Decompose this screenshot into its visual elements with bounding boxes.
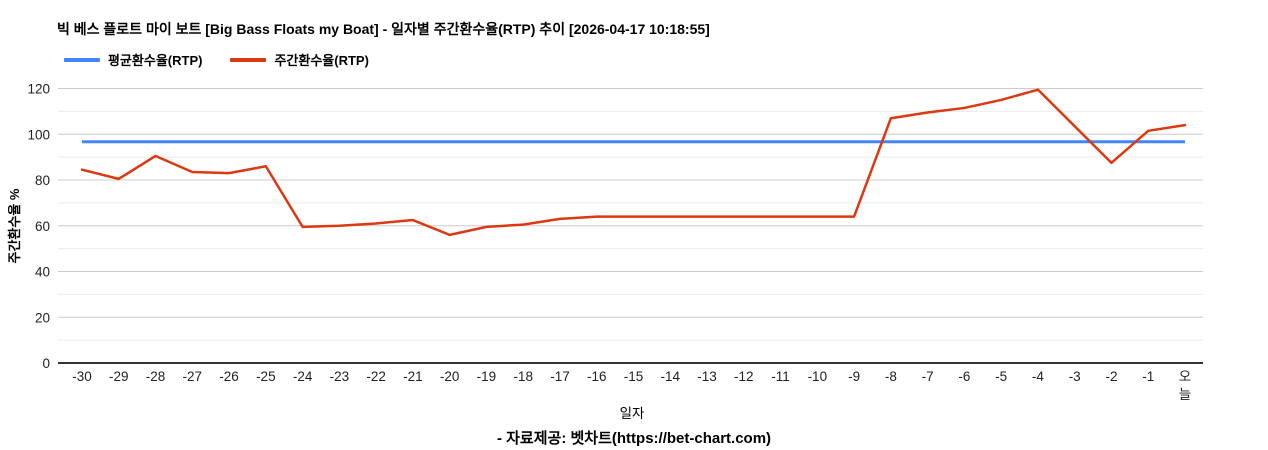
x-tick-label: -22: [366, 369, 386, 384]
x-tick-label: -16: [587, 369, 607, 384]
legend-label-average-rtp: 평균환수율(RTP): [108, 53, 203, 68]
x-tick-label: -20: [440, 369, 460, 384]
x-tick-label: -25: [256, 369, 276, 384]
x-tick-label: -12: [734, 369, 754, 384]
x-tick-label: -11: [771, 369, 790, 384]
data-source-credit: - 자료제공: 벳차트(https://bet-chart.com): [496, 430, 772, 447]
y-tick-label: 80: [35, 173, 50, 188]
x-tick-label: -3: [1069, 369, 1081, 384]
x-tick-label: -28: [146, 369, 166, 384]
x-tick-label: -21: [403, 369, 423, 384]
legend-item-weekly-rtp: 주간환수율(RTP): [230, 50, 369, 69]
x-tick-label: -19: [477, 369, 497, 384]
x-tick-label: -8: [885, 369, 897, 384]
average-rtp-line-swatch: [64, 57, 100, 62]
x-tick-label: -15: [624, 369, 644, 384]
y-tick-label: 0: [42, 356, 50, 371]
x-axis-title: 일자: [620, 406, 645, 421]
y-tick-label: 120: [27, 82, 50, 97]
y-tick-label: 40: [35, 265, 50, 280]
x-tick-label: -6: [958, 369, 970, 384]
x-tick-label: -17: [550, 369, 570, 384]
chart-title: 빅 베스 플로트 마이 보트 [Big Bass Floats my Boat]…: [57, 21, 710, 37]
y-tick-label: 100: [27, 127, 50, 142]
legend-label-weekly-rtp: 주간환수율(RTP): [274, 53, 369, 68]
y-axis-title: 주간환수율 %: [7, 188, 22, 263]
chart-legend: 평균환수율(RTP) 주간환수율(RTP): [64, 50, 369, 69]
y-tick-label: 60: [35, 219, 50, 234]
x-tick-label: -27: [183, 369, 203, 384]
x-tick-label: -14: [661, 369, 681, 384]
weekly-rtp-line: [80, 88, 1187, 237]
x-tick-label: -23: [330, 369, 350, 384]
x-tick-label: -30: [72, 369, 92, 384]
x-tick-label: -4: [1032, 369, 1044, 384]
weekly-rtp-line-swatch: [230, 57, 267, 62]
y-tick-label: 20: [35, 310, 50, 325]
x-tick-label: -9: [848, 369, 860, 384]
x-tick-label: -18: [513, 369, 533, 384]
x-tick-label: -13: [697, 369, 717, 384]
x-tick-label: -26: [219, 369, 239, 384]
x-tick-label: -1: [1142, 369, 1154, 384]
x-tick-label: -10: [808, 369, 828, 384]
x-tick-label: -7: [922, 369, 934, 384]
x-tick-label: -2: [1105, 369, 1117, 384]
legend-item-average-rtp: 평균환수율(RTP): [64, 50, 202, 69]
x-tick-label: -24: [293, 369, 313, 384]
x-tick-label: -5: [995, 369, 1007, 384]
x-tick-label: -29: [109, 369, 129, 384]
